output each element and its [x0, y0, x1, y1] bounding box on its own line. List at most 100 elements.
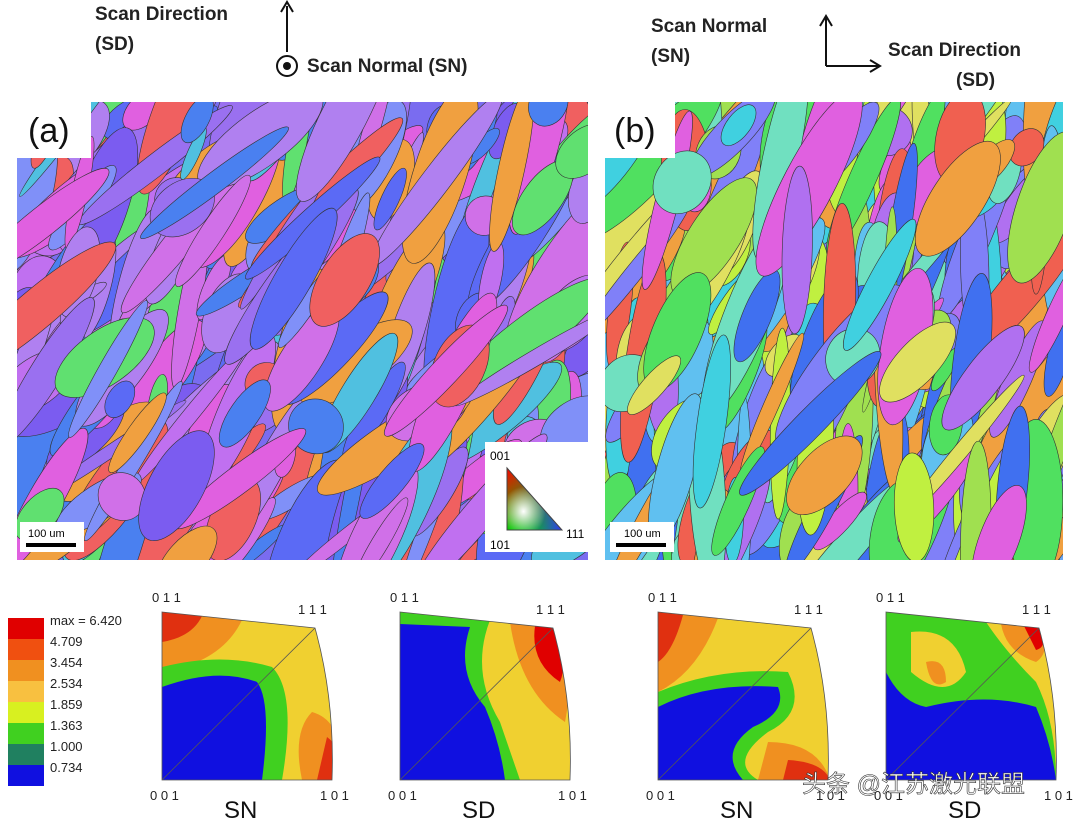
key-label: 101 [490, 538, 510, 552]
pf-label: 0 1 1 [152, 590, 181, 605]
header-text: Scan Direction [95, 4, 228, 25]
grain [68, 300, 148, 438]
legend: max = 6.420 4.709 3.454 2.534 1.859 1.363 1.00… [8, 613, 122, 786]
grain [781, 165, 813, 335]
out-symbol-dot [283, 62, 291, 70]
pf-label: 0 0 1 [388, 788, 417, 803]
grain [383, 304, 508, 437]
pole-figure: 0 1 1 1 1 1 0 0 1 1 0 1 SD [388, 590, 587, 822]
grain [893, 452, 935, 560]
scale-bar [616, 543, 666, 547]
legend-swatch [8, 660, 44, 681]
panel-label: (a) [28, 112, 70, 150]
pf-label: 1 1 1 [794, 602, 823, 617]
grain [140, 126, 289, 240]
grain [692, 334, 731, 509]
grain [1007, 131, 1063, 284]
legend-swatch [8, 723, 44, 744]
pf-label: 0 1 1 [390, 590, 419, 605]
contours [400, 612, 571, 780]
grain [17, 241, 117, 377]
legend-label: 4.709 [50, 634, 83, 649]
contours [658, 612, 829, 780]
grain [489, 102, 535, 252]
pf-axis: SN [224, 797, 257, 822]
axes-arrows [819, 14, 882, 73]
grain [941, 325, 1025, 431]
contour [162, 612, 202, 642]
scale-bar [26, 543, 76, 547]
grain [175, 174, 251, 287]
grain [914, 140, 1001, 257]
grain [295, 102, 395, 202]
legend-label: 0.734 [50, 760, 83, 775]
grain [156, 525, 218, 560]
legend-swatch [8, 639, 44, 660]
pf-outline [885, 611, 1057, 781]
legend-label: 1.363 [50, 718, 83, 733]
grain [104, 380, 136, 418]
contour [658, 686, 781, 780]
header-text: Scan Direction [888, 40, 1021, 61]
pf-label: 1 1 1 [536, 602, 565, 617]
grain [971, 485, 1027, 560]
grain [373, 167, 407, 231]
pf-label: 1 1 1 [1022, 602, 1051, 617]
grain [786, 435, 863, 516]
grain [739, 351, 882, 496]
grain [720, 104, 757, 147]
label-box [17, 102, 91, 158]
pf-label: 1 0 1 [558, 788, 587, 803]
contour [926, 661, 946, 685]
pole-figure: 0 1 1 1 1 1 0 0 1 1 0 1 SD [874, 590, 1073, 822]
legend-label: 1.000 [50, 739, 83, 754]
color-key-box [485, 442, 590, 552]
contour [1024, 626, 1044, 650]
contour [298, 712, 333, 780]
watermark: 头条 @江苏激光联盟 [802, 771, 1025, 798]
header-text: Scan Normal [651, 16, 767, 37]
grain [555, 123, 588, 179]
grain [627, 355, 681, 415]
panel-label: (b) [614, 112, 656, 150]
grain [528, 102, 569, 127]
pf-label: 0 1 1 [648, 590, 677, 605]
pole-figures: 0 1 1 1 1 1 0 0 1 1 0 1 SN 0 1 1 1 1 1 0 0 1 1 0… [150, 590, 1073, 822]
header-text: (SD) [95, 34, 134, 55]
legend-swatch [8, 681, 44, 702]
pole-figure: 0 1 1 1 1 1 0 0 1 1 0 1 SN [150, 590, 349, 822]
scale-text: 100 um [28, 528, 65, 540]
grain [108, 392, 167, 473]
pf-label: 0 0 1 [874, 788, 903, 803]
grain [218, 379, 271, 448]
contours [886, 612, 1057, 780]
contour [317, 737, 333, 780]
pf-outline [657, 611, 829, 781]
ebsd-map [17, 102, 588, 560]
pf-label: 0 0 1 [646, 788, 675, 803]
header-text: Scan Normal (SN) [307, 56, 467, 77]
key-label: 111 [566, 527, 585, 541]
arrow-head [280, 0, 294, 13]
legend-label: 2.534 [50, 676, 83, 691]
grain [138, 430, 215, 542]
legend-label: 3.454 [50, 655, 83, 670]
grain [652, 150, 712, 215]
grain [879, 321, 956, 403]
legend-swatch [8, 765, 44, 786]
legend-label: max = 6.420 [50, 613, 122, 628]
grain [180, 102, 214, 144]
legend-label: 1.859 [50, 697, 83, 712]
grain [755, 102, 863, 277]
grain [359, 443, 425, 519]
pf-label: 0 0 1 [150, 788, 179, 803]
grain [1028, 253, 1063, 373]
pf-axis: SD [462, 797, 495, 822]
pf-label: 1 0 1 [320, 788, 349, 803]
legend-swatch [8, 702, 44, 723]
contour [400, 624, 505, 780]
legend-swatch [8, 744, 44, 765]
contour [783, 760, 829, 780]
key-label: 001 [490, 449, 510, 463]
pf-label: 0 1 1 [876, 590, 905, 605]
